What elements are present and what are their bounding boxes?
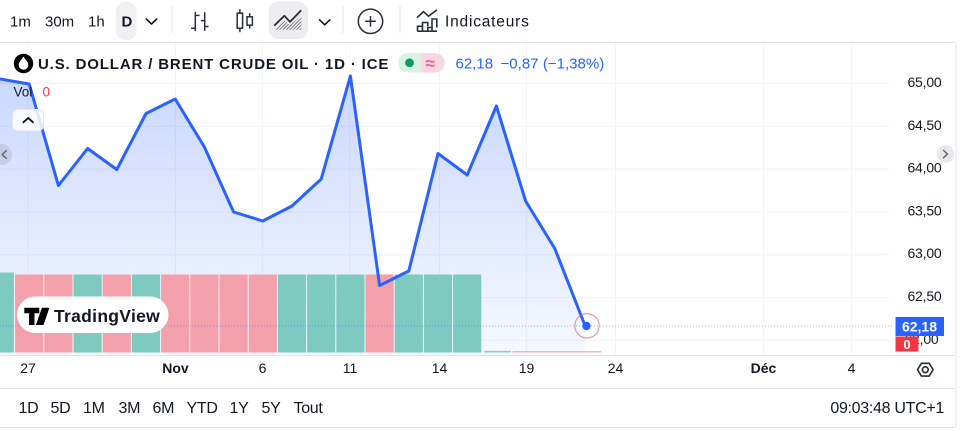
- svg-text:63,00: 63,00: [907, 245, 941, 261]
- svg-text:65,00: 65,00: [907, 74, 941, 90]
- svg-text:11: 11: [343, 360, 358, 376]
- svg-text:6: 6: [259, 360, 267, 376]
- svg-text:Vol: Vol: [14, 85, 33, 100]
- svg-text:1h: 1h: [88, 14, 105, 31]
- svg-text:TradingView: TradingView: [54, 306, 160, 326]
- svg-text:62,18−0,87(−1,38%): 62,18 −0,87 (−1,38%): [456, 56, 605, 73]
- svg-text:24: 24: [608, 360, 624, 376]
- svg-text:14: 14: [432, 360, 448, 376]
- svg-text:3M: 3M: [119, 400, 141, 417]
- svg-text:19: 19: [519, 360, 535, 376]
- svg-text:Tout: Tout: [294, 400, 324, 417]
- svg-text:D: D: [122, 14, 133, 31]
- svg-text:Indicateurs: Indicateurs: [445, 14, 530, 31]
- svg-text:6M: 6M: [153, 400, 175, 417]
- svg-text:Déc: Déc: [751, 360, 777, 376]
- svg-text:1D: 1D: [19, 400, 39, 417]
- svg-text:30m: 30m: [45, 14, 74, 31]
- svg-text:U.S. DOLLAR / BRENT CRUDE OIL: U.S. DOLLAR / BRENT CRUDE OIL · 1D · ICE: [38, 56, 389, 73]
- svg-text:Nov: Nov: [162, 360, 189, 376]
- svg-text:5Y: 5Y: [262, 400, 282, 417]
- svg-text:64,50: 64,50: [907, 117, 941, 133]
- svg-text:1Y: 1Y: [230, 400, 250, 417]
- svg-text:1M: 1M: [83, 400, 105, 417]
- svg-text:64,00: 64,00: [907, 160, 941, 176]
- svg-text:YTD: YTD: [187, 400, 218, 417]
- svg-text:1m: 1m: [10, 14, 31, 31]
- svg-text:5D: 5D: [51, 400, 71, 417]
- svg-text:4: 4: [848, 360, 856, 376]
- svg-text:0: 0: [903, 337, 910, 352]
- svg-text:63,50: 63,50: [907, 202, 941, 218]
- svg-text:≈: ≈: [426, 54, 435, 73]
- svg-text:62,18: 62,18: [902, 319, 937, 335]
- svg-text:62,50: 62,50: [907, 288, 941, 304]
- svg-text:09:03:48 UTC+1: 09:03:48 UTC+1: [830, 400, 944, 417]
- svg-text:0: 0: [43, 85, 51, 100]
- svg-text:27: 27: [20, 360, 36, 376]
